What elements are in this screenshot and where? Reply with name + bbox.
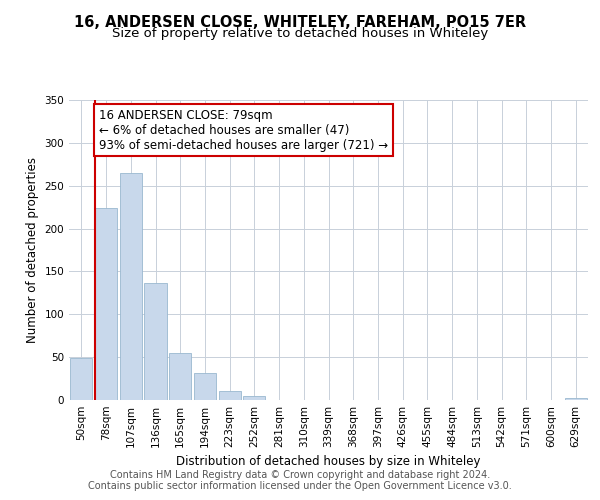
Bar (243, 396, 265, 400)
Bar (169, 353, 191, 400)
Text: 16 ANDERSEN CLOSE: 79sqm
← 6% of detached houses are smaller (47)
93% of semi-de: 16 ANDERSEN CLOSE: 79sqm ← 6% of detache… (98, 108, 388, 152)
Text: Contains HM Land Registry data © Crown copyright and database right 2024.: Contains HM Land Registry data © Crown c… (110, 470, 490, 480)
Bar (218, 392, 241, 400)
Y-axis label: Number of detached properties: Number of detached properties (26, 157, 39, 343)
Bar (95, 208, 117, 400)
Text: 16, ANDERSEN CLOSE, WHITELEY, FAREHAM, PO15 7ER: 16, ANDERSEN CLOSE, WHITELEY, FAREHAM, P… (74, 15, 526, 30)
Text: Size of property relative to detached houses in Whiteley: Size of property relative to detached ho… (112, 28, 488, 40)
Bar (565, 398, 587, 400)
Text: Contains public sector information licensed under the Open Government Licence v3: Contains public sector information licen… (88, 481, 512, 491)
X-axis label: Distribution of detached houses by size in Whiteley: Distribution of detached houses by size … (176, 456, 481, 468)
Bar (119, 173, 142, 400)
Bar (194, 374, 216, 400)
Bar (70, 358, 92, 400)
Bar (145, 284, 167, 400)
